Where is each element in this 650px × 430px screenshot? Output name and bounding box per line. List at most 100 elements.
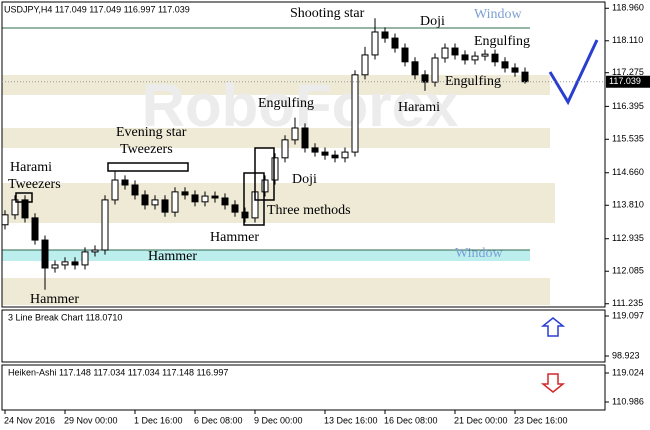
- candle-body: [151, 199, 159, 206]
- candle-body: [101, 199, 109, 251]
- candle-body: [51, 264, 59, 269]
- annotation: Three methods: [267, 203, 351, 218]
- candle-body: [41, 239, 49, 269]
- y-tick-label: 114.660: [612, 167, 644, 177]
- annotation: Shooting star: [290, 6, 365, 21]
- y-tick-label: 112.085: [612, 266, 644, 276]
- y-tick-label: 118.960: [612, 3, 644, 13]
- up-arrow: [540, 317, 566, 337]
- candle-body: [481, 53, 489, 57]
- candle-body: [241, 211, 249, 219]
- x-tick-label: 16 Dec 08:00: [384, 415, 438, 425]
- candle-body: [511, 67, 519, 73]
- annotation: Harami: [398, 100, 440, 115]
- candle-body: [131, 184, 139, 196]
- candle-body: [221, 197, 229, 206]
- candle-body: [231, 204, 239, 213]
- header: USDJPY,H4 117.049 117.049 116.997 117.03…: [4, 4, 190, 14]
- zones: [2, 27, 555, 305]
- candle-body: [301, 127, 309, 149]
- annotation: Evening star: [116, 125, 187, 140]
- candle-body: [421, 74, 429, 83]
- y-tick-label: 116.395: [612, 101, 644, 111]
- panel-frame: [1, 309, 606, 363]
- y-tick-label: 119.024: [612, 367, 644, 377]
- annotation: Engulfing: [258, 96, 314, 111]
- candle-body: [141, 194, 149, 206]
- zone: [2, 278, 550, 305]
- down-arrow: [540, 373, 566, 393]
- candle-body: [31, 217, 39, 241]
- candle-body: [521, 71, 529, 83]
- last-price-box: [606, 75, 650, 88]
- y-tick-label: 98.923: [612, 350, 640, 360]
- candle-body: [91, 249, 99, 253]
- y-tick-label: 119.097: [612, 310, 644, 320]
- candle-body: [111, 179, 119, 201]
- pattern-boxes: [15, 147, 275, 226]
- candle-body: [11, 199, 19, 216]
- candle-body: [161, 199, 169, 213]
- pattern-box: [107, 162, 189, 172]
- candle-body: [501, 61, 509, 69]
- candle-body: [341, 151, 349, 159]
- candle-body: [451, 47, 459, 56]
- annotation: Hammer: [148, 249, 197, 264]
- y-tick-label: 117.275: [612, 67, 644, 77]
- pattern-box: [254, 147, 275, 201]
- watermark: RoboForex: [142, 72, 459, 139]
- candle-body: [411, 61, 419, 76]
- candle-body: [121, 179, 129, 186]
- candle-body: [361, 54, 369, 76]
- candles: [1, 18, 529, 290]
- last-price-label: 117.039: [609, 76, 641, 86]
- candle-body: [381, 31, 389, 39]
- pattern-box: [243, 172, 265, 226]
- panel-frame: [1, 364, 606, 411]
- annotation: Window: [455, 246, 504, 261]
- panel-title: Heiken-Ashi 117.148 117.034 117.034 117.…: [8, 367, 228, 377]
- candle-body: [431, 57, 439, 83]
- x-tick-label: 9 Dec 00:00: [254, 415, 303, 425]
- panel-title: 3 Line Break Chart 118.0710: [8, 312, 122, 322]
- candle-body: [371, 31, 379, 56]
- candle-body: [401, 47, 409, 63]
- candle-body: [1, 214, 9, 226]
- window-zone: [2, 250, 530, 261]
- candle-body: [71, 261, 79, 266]
- candle-body: [391, 37, 399, 49]
- forecast-check: [548, 39, 599, 106]
- pattern-box: [15, 192, 33, 203]
- candle-body: [211, 195, 219, 199]
- annotation: Doji: [292, 172, 317, 187]
- candle-body: [271, 157, 279, 181]
- candle-body: [321, 151, 329, 156]
- y-tick-label: 118.110: [612, 35, 643, 45]
- candle-body: [471, 55, 479, 61]
- candle-body: [171, 191, 179, 213]
- annotation: Engulfing: [445, 74, 501, 89]
- x-tick-label: 21 Dec 00:00: [454, 415, 508, 425]
- annotation: Window: [474, 7, 523, 22]
- candle-body: [461, 54, 469, 61]
- x-tick-label: 1 Dec 16:00: [134, 415, 183, 425]
- annotation: Tweezers: [120, 142, 173, 157]
- annotation: Hammer: [210, 230, 259, 245]
- y-tick-label: 115.535: [612, 134, 644, 144]
- annotation: Harami: [10, 160, 52, 175]
- y-tick-label: 112.935: [612, 233, 644, 243]
- x-tick-label: 13 Dec 16:00: [324, 415, 378, 425]
- x-tick-label: 23 Dec 16:00: [514, 415, 568, 425]
- annotation: Tweezers: [8, 177, 61, 192]
- zone: [2, 183, 555, 223]
- candle-body: [311, 147, 319, 153]
- y-tick-label: 113.810: [612, 200, 644, 210]
- candle-body: [441, 47, 449, 59]
- candle-body: [261, 179, 269, 193]
- zone: [2, 128, 550, 148]
- x-tick-label: 6 Dec 08:00: [194, 415, 243, 425]
- annotation: Hammer: [30, 292, 79, 307]
- candle-body: [201, 195, 209, 203]
- x-tick-label: 24 Nov 2016: [4, 415, 55, 425]
